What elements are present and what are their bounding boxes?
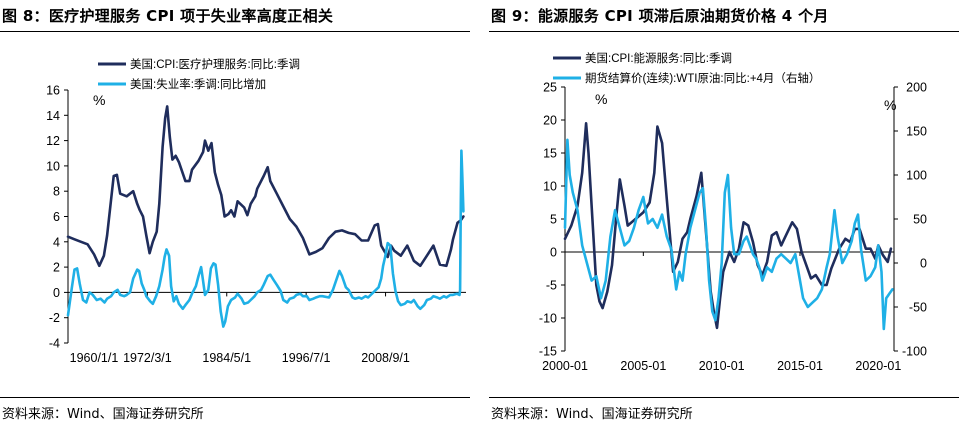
x-tick-label: 2020-01 <box>855 359 901 373</box>
x-tick-label: 2010-01 <box>699 359 745 373</box>
y-tick-label: 10 <box>46 159 60 173</box>
figure-9-top-rule <box>489 31 959 32</box>
y-tick-label: 15 <box>543 147 557 161</box>
x-tick-label: 2015-01 <box>777 359 823 373</box>
y-tick-label: 16 <box>46 84 60 98</box>
y-unit-label: % <box>595 91 607 107</box>
x-tick-label: 2005-01 <box>620 359 666 373</box>
y-tick-label: 12 <box>46 134 60 148</box>
x-tick-label: 1996/7/1 <box>282 351 331 365</box>
y-unit-label: % <box>93 92 105 108</box>
x-tick-label: 2000-01 <box>542 359 588 373</box>
y-tick-label: 25 <box>543 81 557 95</box>
y-tick-label: -15 <box>539 345 557 359</box>
y-tick-label: 14 <box>46 109 60 123</box>
legend-label-2: 美国:失业率:季调:同比增加 <box>130 77 266 91</box>
series-line-2 <box>66 149 465 328</box>
y2-tick-label: -100 <box>902 345 927 359</box>
figure-8-bottom-rule <box>0 397 470 398</box>
figure-8-source: 资料来源：Wind、国海证券研究所 <box>2 407 204 422</box>
x-tick-label: 1972/3/1 <box>123 351 172 365</box>
y2-tick-label: 100 <box>906 169 927 183</box>
x-tick-label: 1960/1/1 <box>70 351 119 365</box>
y-tick-label: 5 <box>550 213 557 227</box>
y-tick-label: 4 <box>53 235 60 249</box>
figure-8-top-rule <box>0 31 470 32</box>
x-tick-label: 1984/5/1 <box>202 351 251 365</box>
y2-tick-label: 0 <box>920 257 927 271</box>
y2-unit-label: % <box>884 97 896 113</box>
y2-tick-label: 200 <box>906 81 927 95</box>
y-tick-label: 10 <box>543 180 557 194</box>
y-tick-label: -5 <box>546 279 557 293</box>
y-tick-label: 20 <box>543 114 557 128</box>
y-tick-label: -4 <box>49 337 60 351</box>
y-tick-label: -10 <box>539 312 557 326</box>
legend-label-1: 美国:CPI:能源服务:同比:季调 <box>585 51 732 65</box>
figure-8-chart: -4 -2 0 2 4 6 8 10 12 14 16 1960/1/1 1972/3/1 1984/5/… <box>46 57 466 365</box>
y-tick-label: 8 <box>53 185 60 199</box>
y-tick-label: 6 <box>53 210 60 224</box>
figure-9-source: 资料来源：Wind、国海证券研究所 <box>491 407 693 422</box>
y-tick-label: 2 <box>53 261 60 275</box>
figure-8-title: 图 8：医疗护理服务 CPI 项于失业率高度正相关 <box>2 7 334 25</box>
figure-8-panel: 图 8：医疗护理服务 CPI 项于失业率高度正相关 -4 -2 0 2 4 6 8 10 12 1… <box>0 0 470 441</box>
series-line-1 <box>66 105 465 268</box>
y-tick-label: 0 <box>53 286 60 300</box>
y2-tick-label: -50 <box>909 301 927 315</box>
figure-9-title: 图 9：能源服务 CPI 项滞后原油期货价格 4 个月 <box>491 7 829 25</box>
x-tick-label: 2008/9/1 <box>361 351 410 365</box>
y2-tick-label: 50 <box>913 213 927 227</box>
figure-9-panel: 图 9：能源服务 CPI 项滞后原油期货价格 4 个月 -15 -10 -5 0 5 10… <box>489 0 959 441</box>
legend-label-2: 期货结算价(连续):WTI原油:同比:+4月（右轴） <box>585 71 820 85</box>
y-tick-label: -2 <box>49 311 60 325</box>
series-line-2 <box>563 138 894 331</box>
y-tick-label: 0 <box>550 246 557 260</box>
y2-tick-label: 150 <box>906 125 927 139</box>
series-line-1 <box>563 122 893 330</box>
figure-9-bottom-rule <box>489 397 959 398</box>
legend-label-1: 美国:CPI:医疗护理服务:同比:季调 <box>130 57 300 71</box>
